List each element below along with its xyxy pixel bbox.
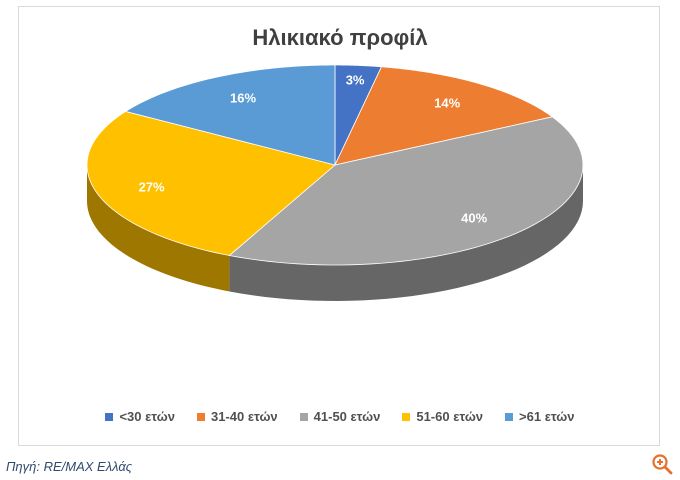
legend-item-30: <30 ετών [105,409,175,424]
legend-swatch [402,412,411,421]
legend-item-51-60: 51-60 ετών [402,409,483,424]
legend-label: >61 ετών [519,409,575,424]
chart-title: Ηλικιακό προφίλ [252,25,428,50]
pie-slice-41-50 [228,116,584,266]
legend-item-61: >61 ετών [505,409,575,424]
chart-frame: Ηλικιακό προφίλ 3% 14% 40% 27% 16% <30 ετών 3… [18,6,660,446]
legend-swatch [105,412,114,421]
legend-swatch [299,412,308,421]
pie-slice-31-40 [334,66,554,166]
data-label-30: 3% [346,72,365,87]
pie-side-41-50 [229,165,583,301]
pie-slice-51-60 [86,110,336,256]
data-label-31-40: 14% [434,96,460,111]
chart-legend: <30 ετών 31-40 ετών 41-50 ετών 51-60 ετών >6… [19,409,661,424]
legend-swatch [505,412,514,421]
pie-slice-61 [124,64,336,166]
zoom-in-icon[interactable] [650,452,674,476]
legend-item-31-40: 31-40 ετών [196,409,278,424]
pie-side-51-60 [87,165,230,292]
legend-swatch [196,412,205,421]
legend-item-41-50: 41-50 ετών [299,409,381,424]
data-label-61: 16% [230,91,256,106]
legend-label: 31-40 ετών [210,409,278,424]
source-caption: Πηγή: RE/MAX Ελλάς [6,459,133,474]
pie-chart: 3% 14% 40% 27% 16% [86,64,584,301]
data-label-41-50: 40% [461,211,487,226]
legend-label: 51-60 ετών [416,409,484,424]
legend-label: 41-50 ετών [313,409,381,424]
legend-label: <30 ετών [119,409,175,424]
data-label-51-60: 27% [139,180,165,195]
